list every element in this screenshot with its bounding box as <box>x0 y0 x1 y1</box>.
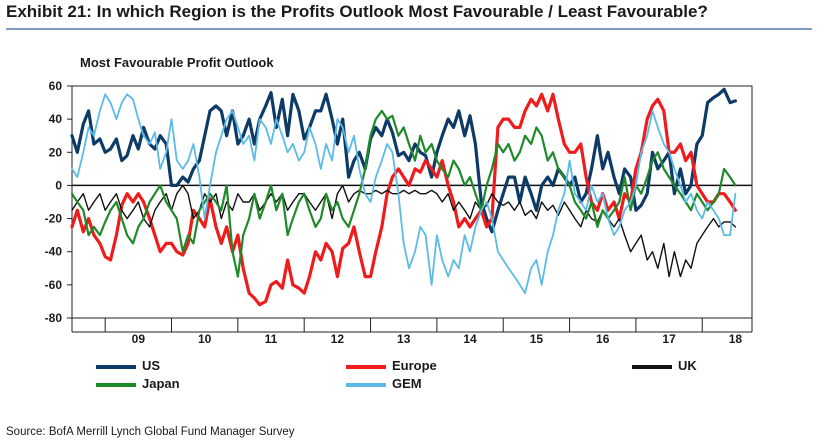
series-line-gem <box>71 93 737 294</box>
x-tick-label: 16 <box>596 332 610 346</box>
legend-swatch-us <box>96 365 136 369</box>
y-tick-label: 0 <box>55 178 62 192</box>
legend-swatch-japan <box>96 383 136 387</box>
x-tick-label: 17 <box>662 332 676 346</box>
y-tick-label: 20 <box>49 145 63 159</box>
series-line-us <box>70 87 737 234</box>
y-tick-label: -80 <box>45 311 63 325</box>
x-tick-label: 18 <box>729 332 743 346</box>
y-tick-label: 40 <box>49 112 63 126</box>
exhibit-title: Exhibit 21: In which Region is the Profi… <box>6 2 708 21</box>
legend-label-us: US <box>142 358 161 373</box>
x-tick-label: 14 <box>463 332 477 346</box>
series-line-japan <box>70 109 737 278</box>
y-tick-label: -20 <box>45 212 63 226</box>
chart-title: Most Favourable Profit Outlook <box>80 55 274 70</box>
series-line-europe <box>70 92 737 307</box>
legend-label-uk: UK <box>678 358 697 373</box>
x-tick-label: 15 <box>530 332 544 346</box>
legend-label-europe: Europe <box>392 358 437 373</box>
y-tick-label: -40 <box>45 245 63 259</box>
legend-label-japan: Japan <box>142 376 180 391</box>
x-tick-label: 09 <box>132 332 146 346</box>
legend-swatch-gem <box>346 383 386 387</box>
y-tick-label: -60 <box>45 278 63 292</box>
series-line-uk <box>71 184 737 278</box>
x-tick-label: 10 <box>198 332 212 346</box>
legend-label-gem: GEM <box>392 376 422 391</box>
x-tick-label: 12 <box>331 332 345 346</box>
x-tick-label: 11 <box>265 332 278 346</box>
title-rule <box>6 28 812 30</box>
y-tick-label: 60 <box>49 79 63 93</box>
plot-frame <box>71 85 753 319</box>
x-tick-label: 13 <box>397 332 411 346</box>
source-note: Source: BofA Merrill Lynch Global Fund M… <box>6 426 295 438</box>
legend-swatch-europe <box>346 365 386 369</box>
legend-swatch-uk <box>632 365 672 369</box>
